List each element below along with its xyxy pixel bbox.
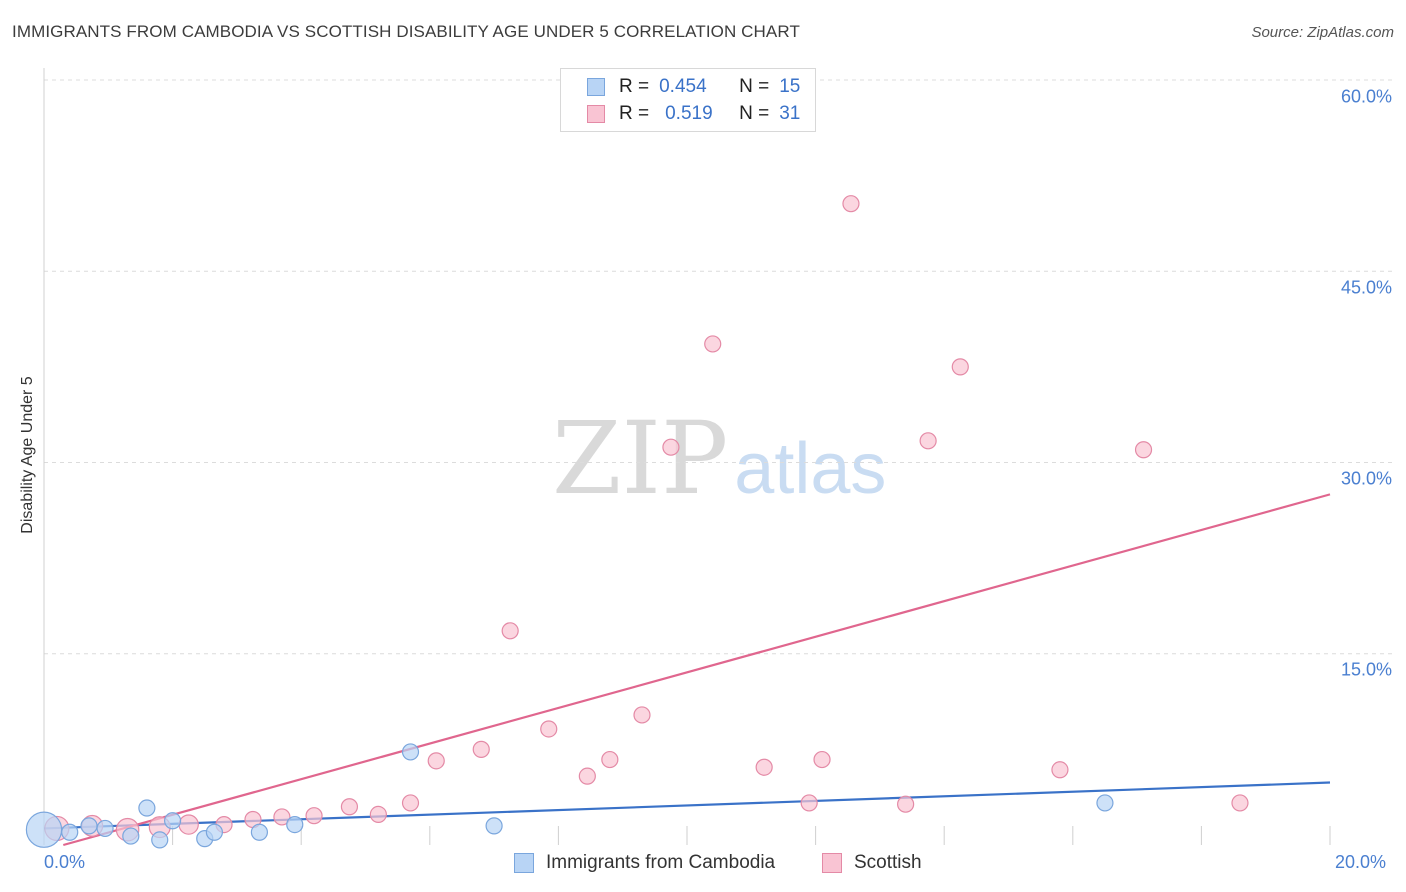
data-point-pink-26	[919, 432, 937, 450]
bottom-legend-scottish: Scottish	[822, 852, 922, 874]
data-point-pink-23	[813, 750, 831, 769]
bottom-legend-cambodia: Immigrants from Cambodia	[514, 852, 775, 874]
data-point-blue-5	[138, 799, 156, 817]
data-point-blue-4	[122, 827, 140, 845]
data-point-pink-16	[578, 767, 596, 785]
x-tick-label-min: 0.0%	[44, 852, 86, 872]
data-point-blue-2	[80, 817, 98, 835]
data-point-pink-30	[1231, 794, 1249, 812]
legend-r-label: R =	[619, 103, 650, 124]
data-point-pink-19	[662, 438, 680, 456]
legend-row-scottish: R = 0.519 N = 31	[587, 102, 800, 126]
legend-n-value: 31	[779, 103, 801, 124]
data-point-pink-27	[951, 358, 969, 376]
source-label: Source: ZipAtlas.com	[1251, 24, 1394, 41]
data-point-pink-20	[704, 335, 722, 353]
legend-row-cambodia: R = 0.454 N = 15	[587, 75, 800, 99]
data-point-blue-0	[25, 811, 63, 848]
legend-swatch-pink	[587, 105, 605, 123]
trend-lines	[43, 493, 1331, 847]
y-tick-label-30: 30.0%	[1340, 468, 1392, 489]
watermark: ZIPatlas	[552, 400, 886, 517]
data-point-pink-4	[178, 814, 199, 835]
watermark-zip: ZIP	[552, 400, 729, 517]
data-point-pink-10	[369, 805, 387, 824]
grid	[43, 68, 1392, 845]
data-point-blue-1	[61, 823, 79, 841]
data-point-pink-25	[897, 795, 915, 813]
data-point-pink-15	[540, 720, 558, 738]
data-point-blue-11	[286, 815, 304, 834]
chart-title: IMMIGRANTS FROM CAMBODIA VS SCOTTISH DIS…	[12, 22, 800, 41]
bottom-legend-label-scottish: Scottish	[854, 852, 922, 873]
data-point-pink-18	[633, 706, 651, 724]
data-point-pink-24	[842, 195, 860, 213]
legend-n-value: 15	[779, 76, 801, 97]
legend-r-label: R =	[619, 76, 650, 97]
bottom-legend-label-cambodia: Immigrants from Cambodia	[546, 852, 776, 873]
data-point-pink-11	[401, 794, 420, 812]
data-point-blue-10	[250, 823, 269, 841]
data-point-pink-21	[755, 758, 773, 776]
data-point-pink-8	[305, 807, 323, 825]
data-point-pink-29	[1134, 441, 1153, 459]
data-point-blue-6	[151, 831, 169, 849]
data-point-pink-12	[427, 752, 445, 770]
legend-n-label: N =	[739, 103, 770, 124]
data-points	[25, 195, 1249, 849]
y-axis-label: Disability Age Under 5	[19, 376, 36, 534]
data-point-blue-14	[1096, 794, 1114, 812]
data-point-pink-14	[501, 622, 519, 640]
x-tick-label-max: 20.0%	[1335, 852, 1387, 872]
data-point-pink-9	[340, 798, 359, 816]
data-point-blue-9	[205, 823, 223, 841]
data-point-blue-7	[164, 812, 182, 830]
data-point-blue-12	[401, 743, 420, 761]
bottom-legend-swatch-pink	[822, 853, 842, 873]
y-tick-label-45: 45.0%	[1340, 277, 1392, 298]
data-point-pink-28	[1051, 761, 1069, 779]
y-tick-label-60: 60.0%	[1340, 86, 1392, 107]
legend-swatch-blue	[587, 78, 605, 96]
data-point-pink-13	[472, 740, 490, 758]
y-tick-label-15: 15.0%	[1340, 659, 1392, 680]
trend-line-pink	[62, 493, 1331, 847]
data-point-blue-13	[485, 817, 503, 835]
legend-r-value: 0.454	[659, 76, 707, 97]
data-point-pink-17	[601, 750, 619, 769]
bottom-legend-swatch-blue	[514, 853, 534, 873]
data-point-blue-3	[96, 819, 114, 838]
watermark-atlas: atlas	[734, 429, 887, 509]
correlation-legend: R = 0.454 N = 15 R = 0.519 N = 31	[560, 68, 816, 132]
data-point-pink-22	[800, 794, 818, 812]
trend-line-blue	[43, 781, 1331, 830]
data-point-pink-7	[273, 808, 291, 826]
legend-n-label: N =	[739, 76, 770, 97]
legend-r-value: 0.519	[665, 103, 713, 124]
